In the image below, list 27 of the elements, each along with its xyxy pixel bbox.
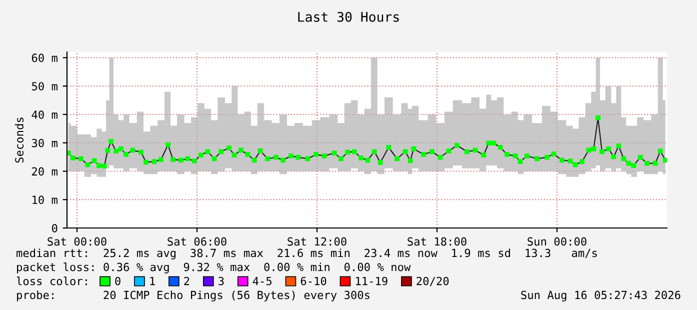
y-tick-label: 0 (52, 224, 58, 232)
y-tick-label: 50 m (32, 82, 58, 90)
legend-label: 3 (218, 276, 224, 286)
y-tick-label: 30 m (32, 138, 58, 148)
legend-label: 4-5 (252, 276, 272, 286)
text: Sun Aug 16 05:27:43 2026 (521, 290, 680, 302)
x-tick-label: Sat 00:00 (48, 237, 106, 246)
text: packet loss: 0.36 % avg 9.32 % max 0.00 % min 0.00 % now (17, 262, 411, 274)
legend-label: 0 (115, 276, 120, 286)
legend-label: 11-19 (356, 276, 388, 286)
y-axis-title: Seconds (14, 118, 24, 163)
text: loss color: (16, 276, 87, 286)
text: probe: 20 ICMP Echo Pings (56 Bytes) every 300s (17, 290, 370, 302)
legend-label: 20/20 (416, 276, 449, 286)
y-tick-label: 40 m (32, 110, 58, 119)
text: median rtt: 25.2 ms avg 38.7 ms max 21.6 ms min 23.4 ms now 1.9 ms sd 13.3 am/s (16, 248, 597, 260)
y-tick-label: 60 m (32, 54, 58, 62)
y-tick-label: 10 m (32, 196, 58, 204)
chart-title: Last 30 Hours (298, 12, 399, 22)
legend-label: 1 (150, 276, 155, 286)
y-tick-label: 20 m (32, 167, 58, 176)
legend-label: 6-10 (300, 276, 326, 286)
legend-label: 2 (184, 276, 190, 286)
x-tick-label: Sat 12:00 (288, 237, 346, 246)
x-tick-label: Sat 18:00 (408, 237, 466, 246)
x-tick-label: Sat 06:00 (168, 237, 226, 246)
x-tick-label: Sun 00:00 (528, 237, 586, 246)
